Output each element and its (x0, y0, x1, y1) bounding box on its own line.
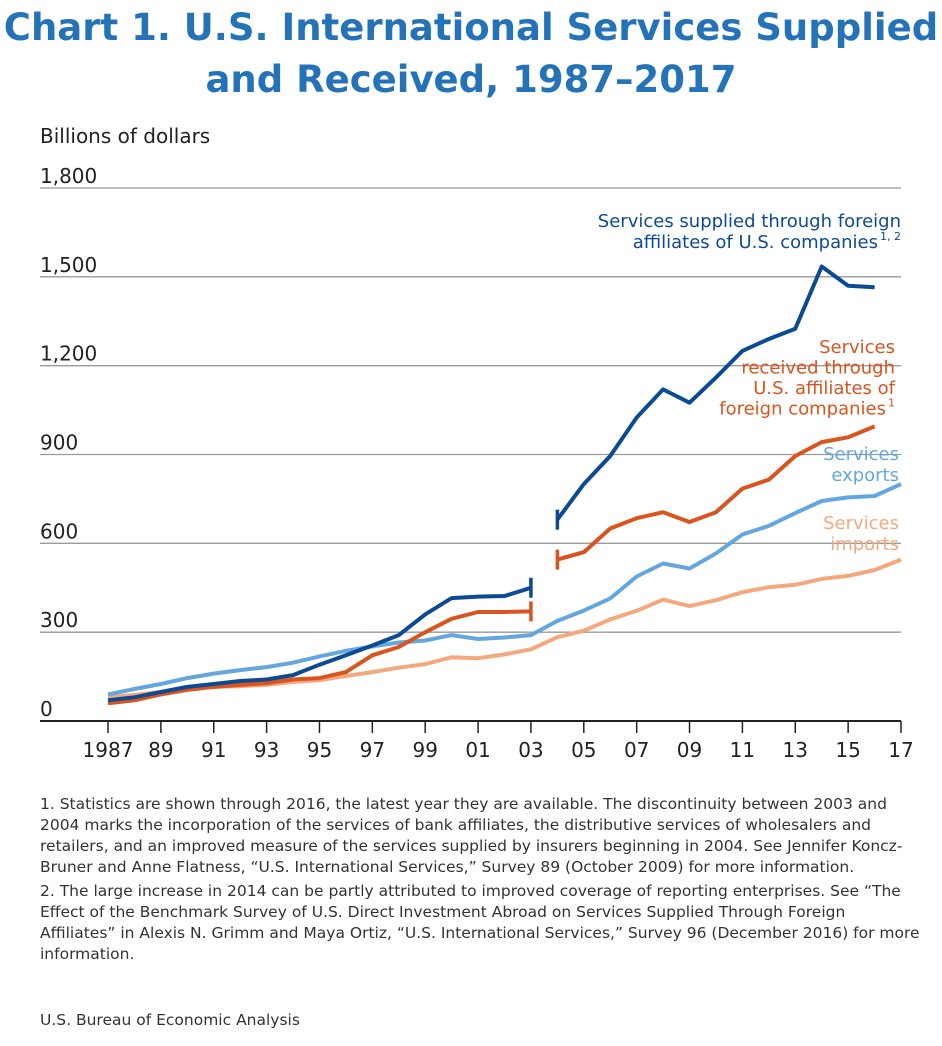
x-tick-label: 11 (730, 738, 755, 762)
y-tick-label: 1,800 (40, 164, 97, 188)
x-tick-label: 15 (835, 738, 860, 762)
x-axis-ticks: 1987 89 91 93 95 97 99 01 03 05 07 09 11 13 15 17 (83, 721, 914, 762)
footnote-2: 2. The large increase in 2014 can be par… (40, 882, 920, 963)
footnote-ref: 1, 2 (880, 230, 901, 243)
annotation-line: Services (823, 444, 899, 465)
x-tick-label: 05 (571, 738, 596, 762)
chart-title: Chart 1. U.S. International Services Sup… (0, 2, 942, 106)
y-tick-label: 300 (40, 608, 78, 632)
footnotes: 1. Statistics are shown through 2016, th… (40, 794, 920, 968)
line-chart: Billions of dollars 0 300 600 900 1,200 1,500… (40, 124, 914, 762)
annotation-line: Services (819, 337, 895, 358)
source-credit: U.S. Bureau of Economic Analysis (40, 1011, 300, 1029)
annotation-line: affiliates of U.S. companies 1, 2 (633, 230, 901, 253)
annotation-line: Services supplied through foreign (598, 211, 901, 232)
footnote-1: 1. Statistics are shown through 2016, th… (40, 795, 903, 876)
series-line (107, 557, 902, 700)
series-lines (107, 264, 902, 706)
series-annotations: Services supplied through foreignaffilia… (598, 211, 901, 555)
x-tick-label: 07 (624, 738, 649, 762)
annotation-line: U.S. affiliates of (753, 378, 895, 399)
annotation-line: Services (823, 513, 899, 534)
series-line (107, 609, 531, 706)
x-tick-label: 91 (201, 738, 226, 762)
x-tick-label: 99 (412, 738, 437, 762)
series-annotation: Services supplied through foreignaffilia… (598, 211, 901, 253)
gridlines (40, 187, 901, 722)
x-tick-label: 01 (465, 738, 490, 762)
chart-title-line-1: Chart 1. U.S. International Services Sup… (3, 6, 939, 49)
annotation-line: exports (831, 465, 899, 486)
series-line (556, 424, 876, 562)
footnote-ref: 1 (888, 397, 895, 410)
annotation-line: foreign companies 1 (719, 397, 895, 420)
y-axis-ticks: 0 300 600 900 1,200 1,500 1,800 (40, 164, 97, 721)
y-tick-label: 900 (40, 431, 78, 455)
x-tick-label: 17 (888, 738, 913, 762)
y-tick-label: 1,500 (40, 253, 97, 277)
y-tick-label: 1,200 (40, 342, 97, 366)
x-tick-label: 89 (148, 738, 173, 762)
x-tick-label: 95 (307, 738, 332, 762)
x-tick-label: 97 (360, 738, 385, 762)
y-tick-label: 0 (40, 697, 53, 721)
series-line (555, 264, 875, 521)
annotation-line: received through (741, 358, 895, 379)
annotation-line: imports (830, 534, 899, 555)
x-tick-label: 09 (677, 738, 702, 762)
y-axis-label: Billions of dollars (40, 124, 210, 148)
x-tick-label: 1987 (83, 738, 134, 762)
x-tick-label: 13 (783, 738, 808, 762)
y-tick-label: 600 (40, 519, 78, 543)
chart-title-line-2: and Received, 1987–2017 (205, 58, 737, 101)
series-line (107, 585, 532, 703)
x-tick-label: 03 (518, 738, 543, 762)
x-tick-label: 93 (254, 738, 279, 762)
series-line (107, 482, 902, 697)
